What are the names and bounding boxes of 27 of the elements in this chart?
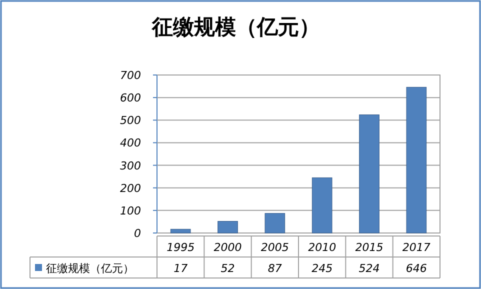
data-label: 524 [358,262,380,275]
data-label: 87 [268,262,282,275]
legend-label: 征缴规模（亿元） [46,262,134,275]
y-tick-label: 500 [120,114,141,128]
bar [218,221,238,234]
y-tick-label: 600 [120,92,141,105]
chart-title: 征缴规模（亿元） [151,15,320,39]
x-tick-label: 1995 [166,241,195,254]
x-tick-label: 2010 [308,241,336,254]
y-tick-label: 200 [120,182,141,195]
bar [359,114,380,234]
bar [264,213,286,234]
y-tick-label: 100 [120,204,141,218]
y-tick-label: 300 [120,159,141,172]
x-tick-label: 2000 [214,241,242,254]
y-tick-label: 700 [120,69,141,82]
x-tick-label: 2017 [402,241,430,254]
data-label: 245 [312,262,333,275]
data-label: 646 [406,262,427,275]
bar [170,228,191,234]
bar [312,177,332,234]
data-label: 52 [220,262,235,275]
data-label: 17 [174,262,188,275]
y-tick-label: 400 [120,136,141,150]
bar [406,86,427,234]
x-tick-label: 2015 [355,241,384,254]
x-tick-label: 2005 [260,241,289,254]
